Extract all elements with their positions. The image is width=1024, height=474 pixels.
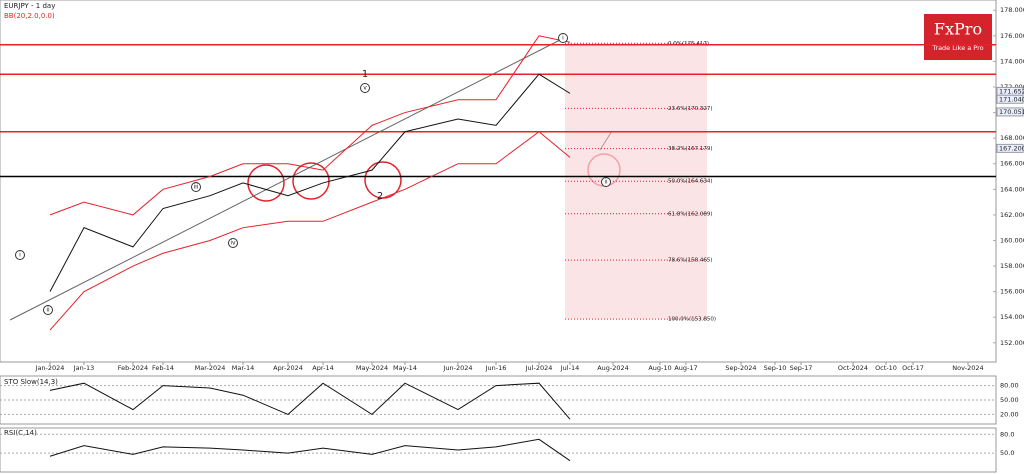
x-tick-label: Mar-2024: [195, 364, 226, 372]
x-tick-label: Nov-2024: [952, 364, 983, 372]
y-tick-label: 50.00: [1000, 396, 1019, 404]
x-tick-label: Apr-14: [312, 364, 333, 372]
wave-marker: [558, 33, 568, 43]
x-tick-label: Jul-2024: [525, 364, 553, 372]
fib-label: 61.8%(162.089): [668, 211, 713, 217]
y-tick-label: 164.000: [1000, 185, 1024, 193]
price-tag-label: 171.040: [999, 95, 1024, 103]
price-tag: [996, 143, 1024, 153]
price-tag-label: 171.652: [999, 87, 1024, 95]
fib-label: 23.6%(170.327): [668, 106, 713, 112]
x-tick-label: Jul-14: [560, 364, 579, 372]
x-tick-label: Jun-2024: [442, 364, 472, 372]
y-tick-label: 168.000: [1000, 134, 1024, 142]
series-line: [49, 131, 571, 331]
fib-label: 38.2%(167.179): [668, 146, 713, 152]
wave-label: iii: [193, 184, 198, 191]
wave-label: 1: [362, 69, 368, 80]
y-tick-label: 50.0: [1000, 449, 1014, 457]
y-tick-label: 80.0: [1000, 430, 1014, 438]
highlight-circle: [247, 164, 285, 202]
price-tag-label: 167.200: [999, 144, 1024, 152]
x-tick-label: Oct-17: [902, 364, 924, 372]
x-tick-label: May-14: [393, 364, 417, 372]
y-tick-label: 154.000: [1000, 313, 1024, 321]
sto-panel: [0, 375, 997, 425]
wave-marker: [360, 83, 370, 93]
x-tick-label: Mar-14: [232, 364, 254, 372]
series-line: [49, 382, 571, 420]
wave-label: ii: [46, 307, 50, 314]
wave-label: i: [562, 35, 564, 42]
price-tag: [996, 94, 1024, 104]
wave-marker: [43, 305, 53, 315]
rsi-panel: [0, 427, 997, 473]
main-panel: [0, 0, 997, 363]
x-tick-label: Jan-13: [73, 364, 95, 372]
panel-title: STO Slow(14,3): [4, 378, 58, 386]
wave-label: 2: [377, 191, 383, 202]
y-tick-label: 166.000: [1000, 160, 1024, 168]
wave-marker: [15, 250, 25, 260]
logo-brand: FxPro: [934, 20, 982, 39]
x-tick-label: Apr-2024: [273, 364, 303, 372]
panel-title: RSI(C,14): [4, 429, 37, 437]
x-tick-label: Jan-2024: [35, 364, 65, 372]
trend-line: [9, 39, 561, 321]
x-tick-label: May-2024: [356, 364, 388, 372]
price-tag: [996, 107, 1024, 117]
series-line: [49, 35, 571, 216]
x-tick-label: Jun-16: [485, 364, 507, 372]
wave-marker: [601, 177, 611, 187]
chart-title: EURJPY - 1 day: [4, 2, 55, 10]
wave-marker: [191, 182, 201, 192]
x-tick-label: Sep-2024: [725, 364, 756, 372]
logo-box: [924, 14, 992, 60]
fib-label: 0.0%(175.417): [668, 41, 709, 47]
x-tick-label: Sep-10: [764, 364, 787, 372]
x-tick-label: Aug-2024: [597, 364, 629, 372]
y-tick-label: 174.000: [1000, 57, 1024, 65]
fib-label: 78.6%(158.465): [668, 258, 713, 264]
x-tick-label: Sep-17: [790, 364, 813, 372]
x-tick-label: Aug-17: [674, 364, 697, 372]
x-tick-label: Oct-10: [875, 364, 897, 372]
y-tick-label: 156.000: [1000, 288, 1024, 296]
x-tick-label: Feb-2024: [118, 364, 148, 372]
wave-marker: [228, 238, 238, 248]
fib-zone: [565, 43, 707, 320]
x-tick-label: Aug-10: [648, 364, 671, 372]
logo-tagline: Trade Like a Pro: [931, 44, 983, 52]
y-tick-label: 176.000: [1000, 32, 1024, 40]
wave-label: iv: [230, 240, 236, 247]
y-tick-label: 80.00: [1000, 382, 1019, 390]
fib-label: 100.0%(153.850): [668, 317, 716, 323]
series-line: [49, 438, 571, 462]
y-tick-label: 158.000: [1000, 262, 1024, 270]
y-tick-label: 20.00: [1000, 410, 1019, 418]
x-tick-label: Feb-14: [152, 364, 174, 372]
chart-subtitle: BB(20,2.0,0.0): [4, 12, 55, 20]
price-tag-label: 170.051: [999, 108, 1024, 116]
wave-label: i: [19, 252, 21, 259]
wave-label: v: [363, 85, 367, 92]
y-tick-label: 178.000: [1000, 6, 1024, 14]
wave-label: ii: [604, 179, 608, 186]
y-tick-label: 162.000: [1000, 211, 1024, 219]
x-tick-label: Oct-2024: [838, 364, 868, 372]
y-tick-label: 160.000: [1000, 236, 1024, 244]
series-line: [49, 73, 571, 292]
fib-label: 50.0%(164.634): [668, 179, 713, 185]
y-tick-label: 152.000: [1000, 339, 1024, 347]
